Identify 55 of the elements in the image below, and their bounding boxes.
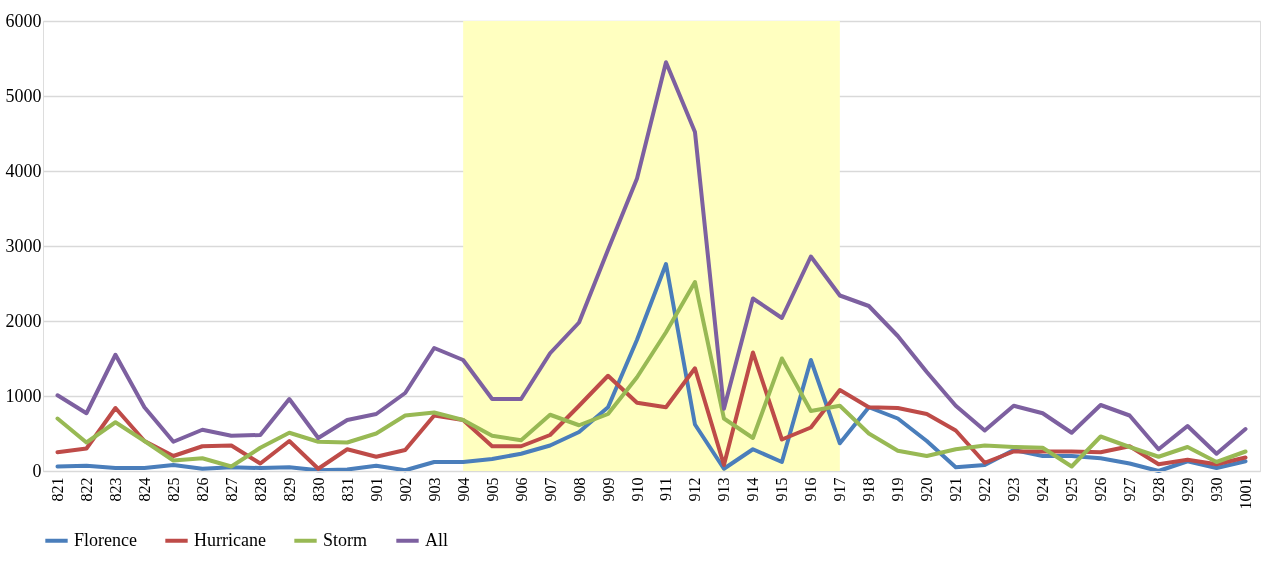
x-tick-label: 913	[715, 477, 733, 502]
y-tick-label: 6000	[5, 10, 42, 31]
x-tick-label: 828	[251, 477, 269, 502]
x-tick-label: 927	[1121, 477, 1139, 502]
y-tick-label: 3000	[5, 235, 42, 256]
y-tick-label: 5000	[5, 85, 42, 106]
x-tick-label: 901	[367, 477, 385, 502]
x-tick-label: 822	[77, 477, 95, 502]
x-tick-label: 823	[106, 477, 124, 502]
x-tick-label: 914	[744, 477, 762, 502]
x-tick-label: 930	[1208, 477, 1226, 502]
x-tick-label: 922	[976, 477, 994, 502]
x-tick-label: 904	[454, 477, 472, 502]
y-tick-label: 2000	[5, 310, 42, 331]
x-tick-label: 1001	[1237, 477, 1255, 510]
x-tick-label: 824	[135, 477, 153, 502]
x-tick-label: 917	[831, 477, 849, 502]
x-tick-label: 911	[657, 477, 675, 501]
x-tick-label: 905	[483, 477, 501, 502]
x-tick-label: 909	[599, 477, 617, 502]
x-tick-label: 925	[1063, 477, 1081, 502]
x-tick-label: 912	[686, 477, 704, 502]
legend-label: Storm	[323, 529, 368, 550]
x-tick-label: 825	[164, 477, 182, 502]
x-tick-label: 821	[48, 477, 66, 502]
line-series	[55, 60, 1248, 456]
y-tick-label: 1000	[5, 385, 42, 406]
line-series	[55, 350, 1248, 471]
x-tick-label: 926	[1092, 477, 1110, 502]
x-tick-label: 929	[1179, 477, 1197, 502]
x-tick-label: 910	[628, 477, 646, 502]
x-tick-label: 916	[802, 477, 820, 502]
x-tick-label: 924	[1034, 477, 1052, 502]
x-tick-label: 908	[570, 477, 588, 502]
x-tick-label: 831	[338, 477, 356, 502]
x-tick-label: 903	[425, 477, 443, 502]
y-tick-label: 4000	[5, 160, 42, 181]
legend-label: Florence	[74, 529, 137, 550]
x-tick-label: 928	[1150, 477, 1168, 502]
x-tick-label: 826	[193, 477, 211, 502]
legend-label: Hurricane	[194, 529, 266, 550]
legend-label: All	[425, 529, 449, 550]
x-tick-label: 923	[1005, 477, 1023, 502]
x-tick-label: 907	[541, 477, 559, 502]
x-tick-label: 915	[773, 477, 791, 502]
x-tick-label: 830	[309, 477, 327, 502]
x-tick-label: 906	[512, 477, 530, 502]
x-tick-label: 920	[918, 477, 936, 502]
y-tick-label: 0	[32, 460, 42, 481]
x-tick-label: 902	[396, 477, 414, 502]
x-tick-label: 919	[889, 477, 907, 502]
x-tick-label: 921	[947, 477, 965, 502]
x-tick-label: 827	[222, 477, 240, 502]
x-tick-label: 918	[860, 477, 878, 502]
x-tick-label: 829	[280, 477, 298, 502]
